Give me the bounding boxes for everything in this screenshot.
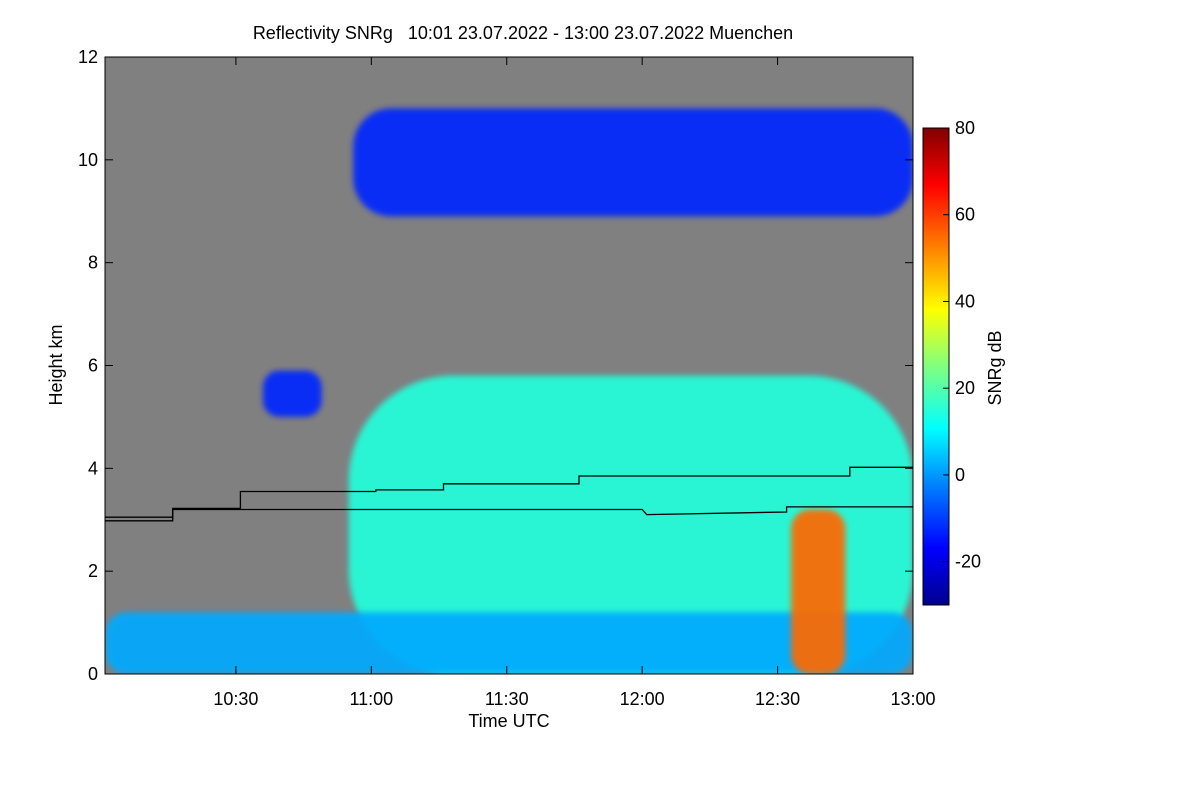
colorbar-tick-label: 0 (955, 465, 965, 485)
x-tick-label: 10:30 (213, 689, 258, 709)
x-tick-label: 13:00 (890, 689, 935, 709)
y-tick-label: 12 (78, 47, 98, 67)
echo-region-3 (262, 370, 322, 417)
colorbar-tick-label: 60 (955, 205, 975, 225)
echo-region-1 (353, 108, 913, 217)
x-tick-label: 12:00 (620, 689, 665, 709)
overlay-line-2 (105, 506, 913, 522)
y-tick-label: 10 (78, 150, 98, 170)
y-tick-label: 2 (88, 561, 98, 581)
x-tick-label: 12:30 (755, 689, 800, 709)
chart-title: Reflectivity SNRg 10:01 23.07.2022 - 13:… (253, 23, 793, 43)
overlay-lines (105, 466, 913, 522)
colorbar-ticks: -20 0 20 40 60 80 (943, 118, 981, 572)
colorbar: -20 0 20 40 60 80 SNRg dB (922, 118, 1005, 606)
colorbar-tick-label: 20 (955, 378, 975, 398)
overlay-line-1 (105, 466, 913, 518)
colorbar-tick-label: 80 (955, 118, 975, 138)
colorbar-tick-label: 40 (955, 291, 975, 311)
x-axis-label: Time UTC (468, 711, 549, 731)
colorbar-label: SNRg dB (985, 330, 1005, 405)
echo-region-4 (105, 612, 913, 674)
y-tick-label: 4 (88, 458, 98, 478)
y-tick-label: 8 (88, 253, 98, 273)
echo-regions (105, 108, 913, 674)
x-tick-label: 11:30 (485, 689, 529, 709)
y-tick-label: 6 (88, 356, 98, 376)
colorbar-gradient (922, 127, 950, 606)
y-axis-label: Height km (46, 324, 66, 405)
echo-region-2 (348, 375, 913, 674)
x-tick-label: 11:00 (349, 689, 393, 709)
echo-region-5 (791, 509, 846, 674)
x-axis: 10:30 11:00 11:30 12:00 12:30 13:00 (213, 57, 936, 709)
colorbar-tick-label: -20 (955, 552, 981, 572)
y-axis: 0 2 4 6 8 10 12 (78, 47, 913, 684)
y-tick-label: 0 (88, 664, 98, 684)
